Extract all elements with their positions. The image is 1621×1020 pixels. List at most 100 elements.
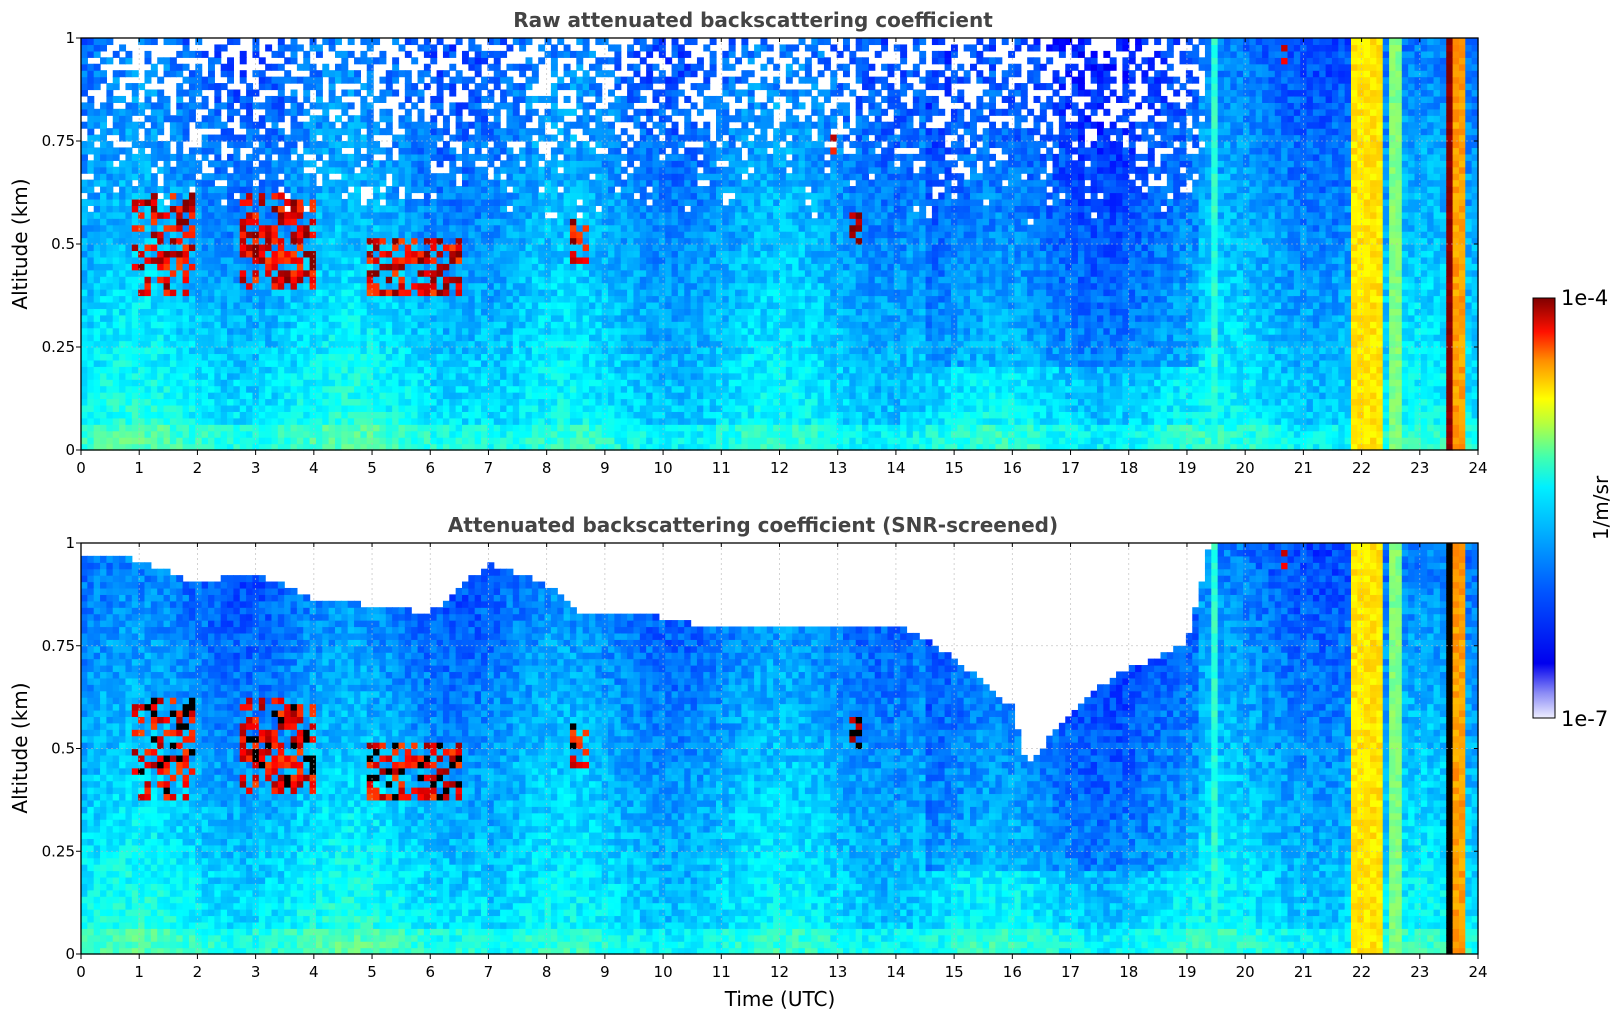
- heatmap-cell: [252, 44, 260, 52]
- heatmap-cell: [468, 417, 476, 425]
- heatmap-cell: [169, 379, 177, 387]
- heatmap-cell: [569, 430, 577, 438]
- heatmap-cell: [633, 379, 641, 387]
- heatmap-cell: [290, 115, 298, 123]
- heatmap-cell: [81, 250, 88, 258]
- heatmap-cell: [506, 76, 514, 84]
- heatmap-cell: [246, 314, 254, 322]
- heatmap-cell: [493, 192, 501, 200]
- heatmap-cell: [265, 327, 273, 335]
- heatmap-cell: [195, 179, 203, 187]
- heatmap-cell: [366, 63, 374, 71]
- heatmap-cell: [277, 366, 285, 374]
- heatmap-cell: [277, 372, 285, 380]
- heatmap-cell: [220, 334, 228, 342]
- heatmap-cell: [182, 237, 190, 245]
- heatmap-cell: [557, 231, 565, 239]
- heatmap-cell: [430, 263, 438, 271]
- heatmap-cell: [315, 141, 323, 149]
- heatmap-cell: [627, 83, 635, 91]
- heatmap-cell: [544, 192, 552, 200]
- heatmap-cell: [512, 353, 520, 361]
- heatmap-cell: [131, 83, 139, 91]
- heatmap-cell: [100, 417, 107, 425]
- heatmap-cell: [169, 340, 177, 348]
- heatmap-cell: [138, 340, 146, 348]
- heatmap-cell: [169, 366, 177, 374]
- heatmap-cell: [157, 263, 165, 271]
- heatmap-cell: [512, 379, 520, 387]
- heatmap-cell: [500, 295, 508, 303]
- heatmap-cell: [239, 205, 247, 213]
- heatmap-cell: [493, 153, 501, 161]
- heatmap-cell: [138, 102, 146, 110]
- heatmap-cell: [347, 231, 355, 239]
- heatmap-cell: [442, 424, 450, 432]
- heatmap-cell: [538, 269, 546, 277]
- heatmap-cell: [436, 70, 444, 78]
- heatmap-cell: [481, 327, 488, 335]
- heatmap-cell: [550, 244, 558, 252]
- heatmap-cell: [385, 443, 393, 451]
- heatmap-cell: [360, 134, 368, 142]
- heatmap-cell: [557, 50, 565, 58]
- heatmap-cell: [322, 218, 330, 226]
- heatmap-cell: [176, 353, 184, 361]
- heatmap-cell: [258, 256, 266, 264]
- heatmap-cell: [201, 301, 209, 309]
- heatmap-cell: [385, 115, 393, 123]
- heatmap-cell: [341, 353, 349, 361]
- heatmap-cell: [531, 179, 539, 187]
- heatmap-cell: [633, 385, 641, 393]
- heatmap-cell: [512, 83, 520, 91]
- heatmap-cell: [208, 173, 215, 181]
- heatmap-cell: [500, 353, 508, 361]
- heatmap-cell: [138, 424, 146, 432]
- heatmap-cell: [601, 128, 609, 136]
- heatmap-cell: [277, 276, 285, 284]
- heatmap-cell: [379, 237, 387, 245]
- heatmap-cell: [303, 321, 311, 329]
- heatmap-cell: [131, 359, 139, 367]
- heatmap-cell: [214, 147, 222, 155]
- heatmap-cell: [525, 404, 533, 412]
- heatmap-cell: [246, 347, 254, 355]
- heatmap-cell: [385, 218, 393, 226]
- heatmap-cell: [195, 89, 203, 97]
- heatmap-cell: [550, 179, 558, 187]
- heatmap-cell: [576, 250, 584, 258]
- heatmap-cell: [423, 308, 431, 316]
- heatmap-cell: [576, 314, 584, 322]
- heatmap-cell: [188, 160, 196, 168]
- heatmap-cell: [112, 218, 120, 226]
- heatmap-cell: [550, 359, 558, 367]
- heatmap-cell: [423, 430, 431, 438]
- heatmap-cell: [157, 186, 165, 194]
- heatmap-cell: [303, 282, 311, 290]
- heatmap-cell: [309, 263, 317, 271]
- heatmap-cell: [119, 321, 127, 329]
- heatmap-cell: [487, 385, 495, 393]
- heatmap-cell: [576, 437, 584, 445]
- heatmap-cell: [404, 115, 412, 123]
- heatmap-cell: [354, 198, 361, 206]
- heatmap-cell: [373, 430, 381, 438]
- heatmap-cell: [620, 166, 628, 174]
- heatmap-cell: [87, 108, 95, 116]
- heatmap-cell: [182, 282, 190, 290]
- heatmap-cell: [296, 134, 304, 142]
- heatmap-cell: [512, 372, 520, 380]
- heatmap-cell: [614, 424, 622, 432]
- heatmap-cell: [512, 443, 520, 451]
- heatmap-cell: [569, 160, 577, 168]
- heatmap-cell: [468, 327, 476, 335]
- heatmap-cell: [341, 404, 349, 412]
- heatmap-cell: [544, 301, 552, 309]
- heatmap-cell: [341, 173, 349, 181]
- heatmap-cell: [119, 44, 127, 52]
- heatmap-cell: [525, 153, 533, 161]
- heatmap-cell: [614, 179, 622, 187]
- heatmap-cell: [144, 173, 152, 181]
- heatmap-cell: [436, 224, 444, 232]
- heatmap-cell: [347, 327, 355, 335]
